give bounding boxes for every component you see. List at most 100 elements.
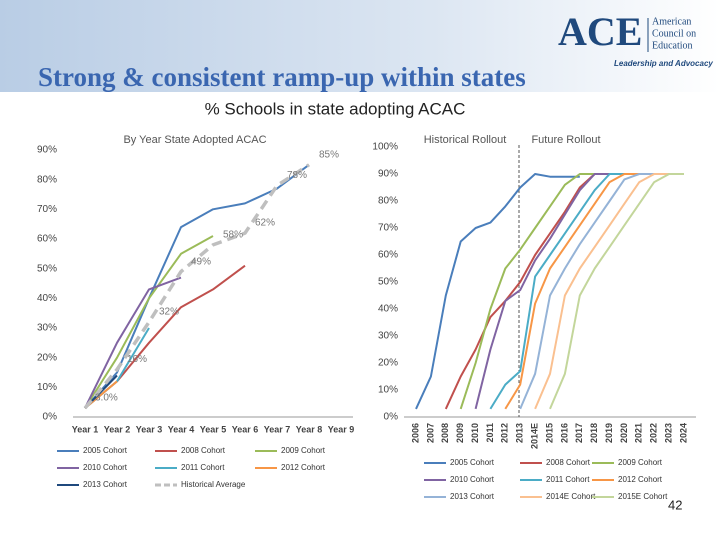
data-label: 62%: [255, 218, 275, 229]
series-line: [504, 173, 640, 410]
x-tick-label: 2019: [604, 423, 614, 443]
x-tick-label: Year 5: [200, 424, 227, 434]
x-tick-label: 2014E: [529, 423, 539, 449]
legend-label: 2005 Cohort: [83, 446, 128, 455]
data-label: 78%: [287, 170, 307, 181]
slide-subtitle: % Schools in state adopting ACAC: [205, 99, 466, 118]
legend-label: 2008 Cohort: [546, 458, 591, 467]
series-line: [444, 173, 610, 410]
series-line: [84, 264, 246, 409]
y-tick-label: 40%: [378, 304, 398, 315]
y-tick-label: 10%: [37, 382, 57, 393]
charts: 0% 10% 20% 30% 40% 50% 60% 70% 80% 90% Year 1 Year …: [37, 134, 696, 501]
x-tick-label: 2018: [589, 423, 599, 443]
x-tick-label: 2006: [410, 423, 420, 443]
logo-tagline: Leadership and Advocacy: [614, 59, 713, 68]
y-tick-label: 10%: [378, 385, 398, 396]
x-tick-label: 2007: [425, 423, 435, 443]
x-tick-label: 2011: [485, 423, 495, 443]
x-tick-label: 2020: [619, 423, 629, 443]
series-line: [84, 163, 310, 409]
x-tick-label: Year 7: [264, 424, 291, 434]
data-label: 32%: [159, 307, 179, 318]
y-tick-label: 90%: [378, 169, 398, 180]
legend-label: Historical Average: [181, 480, 246, 489]
x-tick-label: 2016: [559, 423, 569, 443]
legend-label: 2010 Cohort: [450, 475, 495, 484]
x-tick-label: Year 2: [104, 424, 131, 434]
y-tick-label: 80%: [378, 196, 398, 207]
x-tick-label: Year 1: [72, 424, 99, 434]
series-line: [474, 173, 610, 410]
legend-label: 2008 Cohort: [181, 446, 226, 455]
y-tick-label: 20%: [378, 358, 398, 369]
y-tick-label: 70%: [378, 223, 398, 234]
legend-label: 2009 Cohort: [618, 458, 663, 467]
logo-name: American: [652, 16, 691, 27]
legend-label: 2013 Cohort: [450, 492, 495, 501]
data-label: 16%: [127, 354, 147, 365]
legend-label: 2014E Cohort: [546, 492, 596, 501]
legend-label: 2010 Cohort: [83, 463, 128, 472]
x-tick-label: Year 8: [296, 424, 323, 434]
page-number: 42: [668, 497, 682, 512]
series-line: [549, 173, 684, 410]
logo: ACE: [558, 9, 642, 54]
series-line: [415, 173, 580, 410]
x-tick-label: 2022: [649, 423, 659, 443]
x-tick-label: Year 9: [328, 424, 355, 434]
series-line: [84, 276, 182, 409]
y-tick-label: 0%: [43, 412, 58, 423]
data-label: 49%: [191, 256, 211, 267]
x-tick-label: Year 3: [136, 424, 163, 434]
slide-title: Strong & consistent ramp-up within state…: [38, 62, 526, 92]
data-label: 58%: [223, 230, 243, 241]
y-tick-label: 30%: [378, 331, 398, 342]
series-line: [519, 173, 655, 410]
x-tick-label: 2008: [440, 423, 450, 443]
y-tick-label: 40%: [37, 293, 57, 304]
y-tick-label: 80%: [37, 174, 57, 185]
x-tick-label: Year 6: [232, 424, 259, 434]
data-label: 85%: [319, 149, 339, 160]
y-tick-label: 30%: [37, 323, 57, 334]
legend-label: 2012 Cohort: [618, 475, 663, 484]
x-tick-label: 2013: [515, 423, 525, 443]
series-line: [489, 173, 625, 410]
y-tick-label: 50%: [378, 277, 398, 288]
series-line: [534, 173, 670, 410]
y-tick-label: 100%: [372, 142, 398, 153]
y-tick-label: 70%: [37, 204, 57, 215]
legend-label: 2005 Cohort: [450, 458, 495, 467]
y-tick-label: 20%: [37, 352, 57, 363]
y-tick-label: 60%: [378, 250, 398, 261]
y-tick-label: 60%: [37, 234, 57, 245]
series-line: [84, 235, 214, 409]
y-tick-label: 50%: [37, 263, 57, 274]
logo-name: Education: [652, 40, 693, 51]
legend-label: 2009 Cohort: [281, 446, 326, 455]
x-tick-label: Year 4: [168, 424, 195, 434]
series-line: [459, 173, 595, 410]
x-tick-label: 2023: [663, 423, 673, 443]
annotation: By Year State Adopted ACAC: [123, 134, 266, 146]
legend-label: 2011 Cohort: [181, 463, 225, 472]
header-band: [0, 0, 720, 92]
x-tick-label: 2015: [544, 423, 554, 443]
x-tick-label: 2017: [574, 423, 584, 443]
legend-label: 2015E Cohort: [618, 492, 668, 501]
x-tick-label: 2010: [470, 423, 480, 443]
legend-label: 2012 Cohort: [281, 463, 326, 472]
series-line: [83, 163, 310, 410]
x-tick-label: 2024: [678, 423, 688, 443]
x-tick-label: 2012: [500, 423, 510, 443]
data-label: 3.0%: [95, 393, 118, 404]
annotation: Future Rollout: [531, 134, 600, 146]
legend-label: 2011 Cohort: [546, 475, 590, 484]
annotation: Historical Rollout: [424, 134, 507, 146]
legend-label: 2013 Cohort: [83, 480, 128, 489]
x-tick-label: 2021: [634, 423, 644, 443]
y-tick-label: 0%: [384, 412, 399, 423]
x-tick-label: 2009: [455, 423, 465, 443]
